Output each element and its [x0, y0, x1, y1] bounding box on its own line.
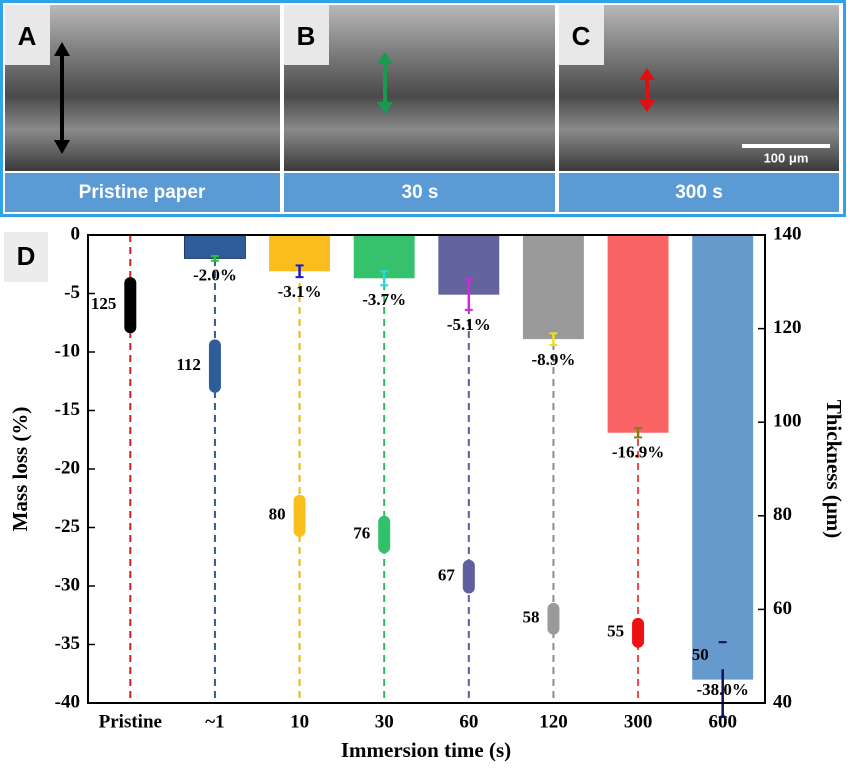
caption: 30 s	[402, 182, 439, 203]
value-label: 58	[522, 608, 539, 627]
value-label: -2.0%	[193, 266, 237, 285]
value-label: -38.0%	[696, 680, 748, 699]
thickness-capsule	[632, 617, 645, 648]
y2-tick-label: 120	[773, 317, 802, 338]
caption: 300 s	[675, 182, 723, 203]
value-label: 76	[353, 523, 370, 542]
value-label: 125	[91, 294, 117, 313]
panel-label: C	[572, 21, 591, 51]
panel-label: A	[18, 21, 37, 51]
y-tick-label: 0	[71, 223, 81, 244]
panel-c: C 100 μm 300 s	[559, 5, 839, 212]
bar	[183, 234, 246, 259]
bar	[607, 235, 669, 433]
x-tick-label: ~1	[205, 711, 224, 732]
thickness-capsule	[293, 494, 306, 537]
y2-tick-label: 60	[773, 598, 792, 619]
thickness-capsule	[378, 515, 391, 554]
value-label: 112	[176, 355, 201, 374]
panel-label: B	[297, 21, 316, 51]
value-label: -3.1%	[278, 282, 322, 301]
value-label: -3.7%	[362, 290, 406, 309]
y-axis-title: Mass loss (%)	[8, 407, 32, 532]
panel-label: D	[17, 241, 36, 271]
label-box	[559, 5, 604, 65]
caption-bar	[284, 173, 555, 212]
x-tick-label: 10	[290, 711, 309, 732]
thickness-capsule	[716, 643, 729, 670]
value-label: 67	[438, 566, 456, 585]
plot-frame	[87, 234, 766, 704]
label-box	[284, 5, 329, 65]
x-tick-label: 30	[375, 711, 394, 732]
y-tick-label: -15	[55, 399, 80, 420]
y2-tick-label: 140	[773, 223, 802, 244]
value-label: -8.9%	[531, 350, 575, 369]
value-label: 80	[269, 505, 286, 524]
bar	[522, 235, 584, 340]
sem-image	[284, 5, 555, 171]
x-axis-title: Immersion time (s)	[341, 738, 511, 762]
bar	[692, 235, 754, 680]
sem-image	[5, 5, 280, 171]
caption-bar	[5, 173, 280, 212]
y-tick-label: -20	[55, 457, 80, 478]
y-tick-label: -25	[55, 516, 80, 537]
thickness-capsule	[208, 339, 221, 393]
caption-bar	[559, 173, 839, 212]
scale-bar-label: 100 μm	[764, 150, 809, 165]
panel-b: B 30 s	[284, 5, 555, 212]
panel-a: A Pristine paper	[5, 5, 280, 212]
x-tick-label: 300	[624, 711, 653, 732]
thickness-capsule	[124, 277, 137, 334]
y2-axis-title: Thickness (μm)	[822, 400, 846, 539]
caption: Pristine paper	[79, 182, 206, 203]
y-tick-label: -40	[55, 691, 80, 712]
arrow-head	[639, 68, 655, 80]
thickness-capsule	[547, 602, 560, 635]
arrow-head	[54, 42, 70, 56]
y2-tick-label: 100	[773, 411, 802, 432]
thickness-capsule	[462, 559, 475, 594]
y-tick-label: -30	[55, 574, 80, 595]
y-tick-label: -5	[64, 282, 80, 303]
y2-tick-label: 80	[773, 504, 792, 525]
value-label: 55	[607, 622, 624, 641]
x-tick-label: Pristine	[99, 711, 162, 732]
y-tick-label: -10	[55, 340, 80, 361]
label-box	[5, 5, 50, 65]
x-tick-label: 600	[708, 711, 737, 732]
value-label: -16.9%	[612, 442, 664, 461]
x-tick-label: 60	[459, 711, 478, 732]
value-label: -5.1%	[447, 315, 491, 334]
arrow-head	[639, 100, 655, 112]
y2-tick-label: 40	[773, 691, 792, 712]
label-box	[4, 232, 48, 282]
value-label: 50	[692, 645, 709, 664]
arrow-head	[54, 140, 70, 154]
x-tick-label: 120	[539, 711, 568, 732]
arrow-head	[377, 52, 393, 64]
y-tick-label: -35	[55, 633, 80, 654]
sem-image	[559, 5, 839, 171]
arrow-head	[377, 102, 393, 114]
